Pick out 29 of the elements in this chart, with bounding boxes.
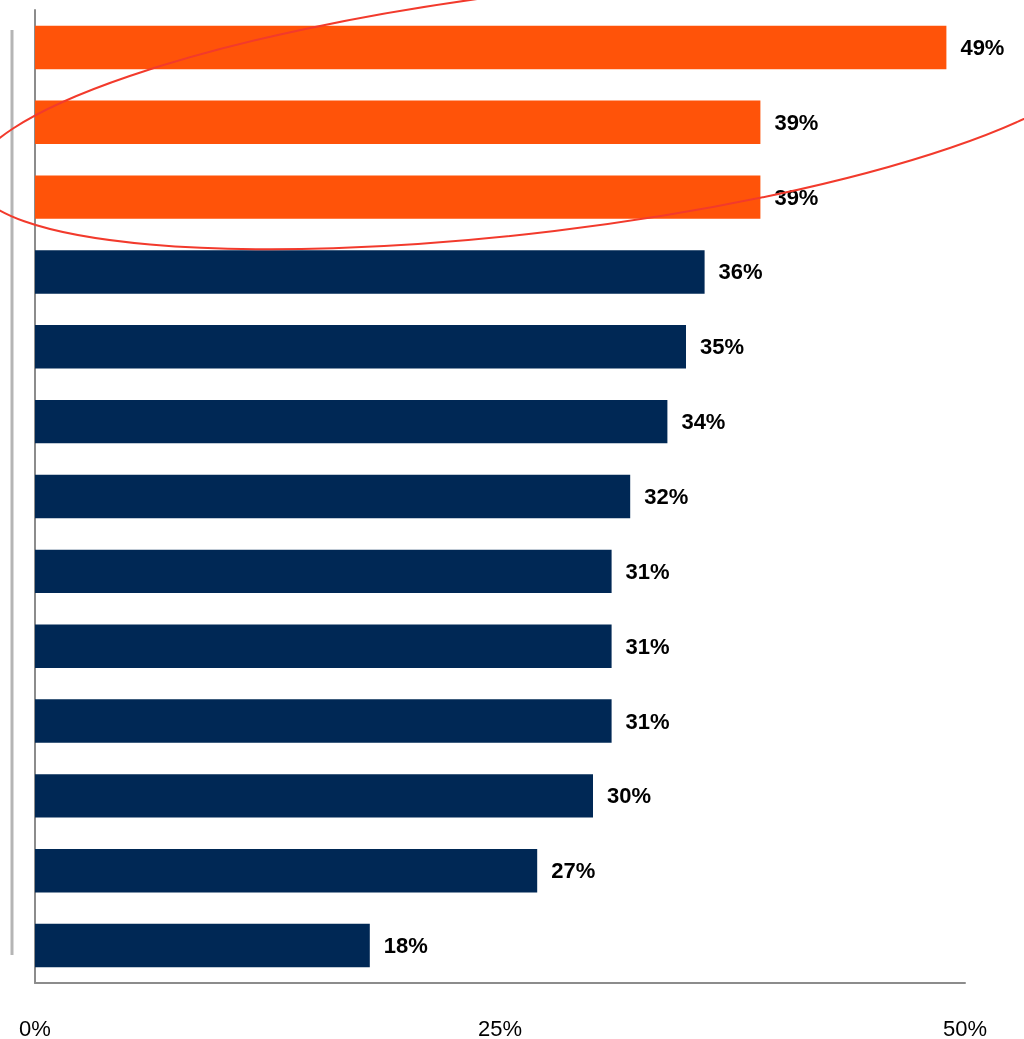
- bar: [35, 699, 612, 743]
- bar: [35, 549, 612, 594]
- bar: [35, 250, 705, 294]
- data-label: 32%: [644, 484, 689, 509]
- bar: [35, 175, 761, 219]
- x-tick-label: 0%: [19, 1015, 51, 1039]
- x-tick-label: 25%: [477, 1015, 523, 1039]
- data-label: 30%: [607, 783, 652, 809]
- bar: [35, 25, 947, 70]
- x-tick-label: 50%: [942, 1015, 988, 1039]
- bar: [35, 849, 538, 893]
- bar: [35, 774, 593, 818]
- data-label: 27%: [551, 858, 596, 884]
- bar: [35, 923, 370, 968]
- bar: [35, 474, 631, 519]
- data-label: 34%: [681, 409, 726, 435]
- data-label: 31%: [625, 633, 670, 659]
- bar: [35, 399, 668, 444]
- data-label: 35%: [700, 334, 745, 360]
- data-label: 39%: [774, 109, 819, 135]
- data-label: 31%: [625, 708, 670, 734]
- data-label: 36%: [718, 259, 763, 285]
- data-label: 49%: [960, 34, 1005, 60]
- bar: [35, 624, 612, 668]
- data-label: 31%: [625, 558, 670, 584]
- bar: [35, 100, 761, 144]
- data-label: 18%: [383, 933, 428, 959]
- bar: [35, 325, 686, 369]
- data-label: 39%: [774, 184, 819, 210]
